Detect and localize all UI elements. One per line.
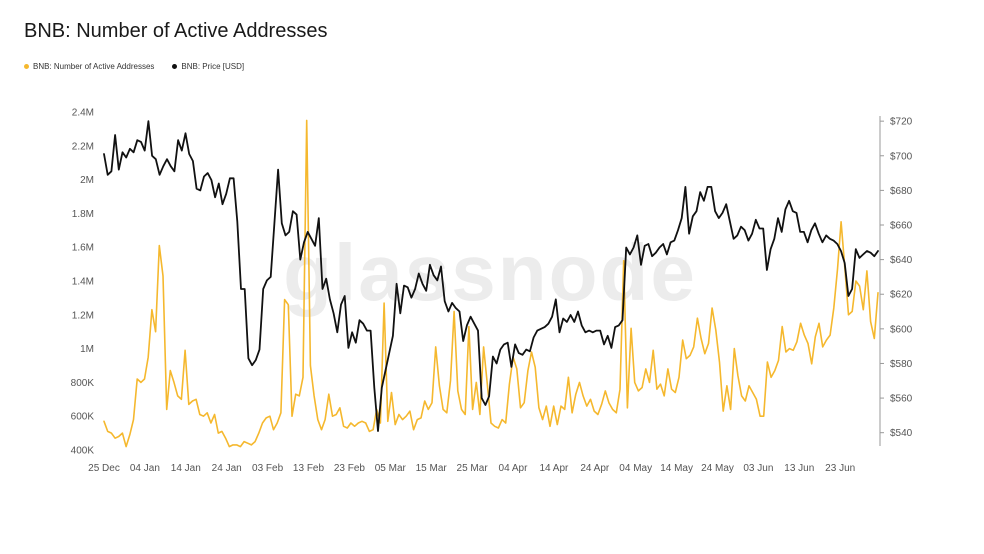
y-left-tick-label: 1.4M [72, 277, 94, 288]
x-tick-label: 03 Jun [743, 463, 773, 474]
y-right-tick-label: $700 [890, 151, 913, 162]
legend-item-addresses[interactable]: BNB: Number of Active Addresses [24, 62, 154, 71]
x-tick-label: 15 Mar [416, 463, 448, 474]
y-right-tick-label: $580 [890, 359, 913, 370]
x-tick-label: 14 Jan [171, 463, 201, 474]
legend-item-price[interactable]: BNB: Price [USD] [172, 62, 244, 71]
y-right-tick-label: $640 [890, 255, 913, 266]
legend-label-addresses: BNB: Number of Active Addresses [33, 62, 155, 71]
chart-title: BNB: Number of Active Addresses [24, 20, 328, 42]
x-tick-label: 23 Jun [825, 463, 855, 474]
y-left-tick-label: 1.2M [72, 310, 94, 321]
y-right-tick-label: $540 [890, 428, 913, 439]
x-tick-label: 13 Jun [784, 463, 814, 474]
y-right-tick-label: $720 [890, 117, 913, 128]
legend-dot-addresses [24, 64, 29, 69]
legend: BNB: Number of Active Addresses BNB: Pri… [24, 62, 244, 71]
y-left-tick-label: 800K [71, 378, 95, 389]
y-right-tick-label: $600 [890, 324, 913, 335]
x-tick-label: 24 Jan [212, 463, 242, 474]
watermark-text: glassnode [283, 228, 697, 317]
legend-dot-price [172, 64, 178, 69]
x-axis: 25 Dec 04 Jan 14 Jan 24 Jan 03 Feb 13 Feb 23 F… [88, 463, 855, 474]
y-left-tick-label: 2M [80, 175, 94, 186]
x-tick-label: 03 Feb [252, 463, 284, 474]
x-tick-label: 04 Jan [130, 463, 160, 474]
y-left-tick-label: 1.6M [72, 243, 94, 254]
x-tick-label: 14 Apr [539, 463, 569, 474]
series-layer [103, 119, 879, 448]
y-left-tick-label: 600K [71, 412, 95, 423]
x-tick-label: 24 Apr [580, 463, 610, 474]
y-left-tick-label: 2.4M [72, 108, 94, 119]
y-right-tick-label: $660 [890, 221, 913, 232]
x-tick-label: 14 May [660, 463, 693, 474]
x-tick-label: 25 Dec [88, 463, 120, 474]
x-tick-label: 05 Mar [375, 463, 407, 474]
x-tick-label: 23 Feb [334, 463, 366, 474]
x-tick-label: 04 Apr [499, 463, 529, 474]
series-line-price [103, 120, 879, 432]
right-axis: $540 $560 $580 $600 $620 $640 $660 $680 $700 $720 [879, 116, 913, 446]
y-right-tick-label: $680 [890, 186, 913, 197]
x-tick-label: 25 Mar [457, 463, 489, 474]
x-tick-label: 24 May [701, 463, 734, 474]
left-axis: 400K 600K 800K 1M 1.2M 1.4M 1.6M 1.8M 2M 2.2M 2.4M [71, 108, 95, 457]
series-line-active-addresses [103, 119, 879, 448]
y-left-tick-label: 400K [71, 446, 95, 457]
y-left-tick-label: 2.2M [72, 141, 94, 152]
y-left-tick-label: 1.8M [72, 209, 94, 220]
y-left-tick-label: 1M [80, 344, 94, 355]
x-tick-label: 13 Feb [293, 463, 325, 474]
legend-label-price: BNB: Price [USD] [181, 62, 245, 71]
y-right-tick-label: $620 [890, 290, 913, 301]
x-tick-label: 04 May [619, 463, 652, 474]
y-right-tick-label: $560 [890, 394, 913, 405]
